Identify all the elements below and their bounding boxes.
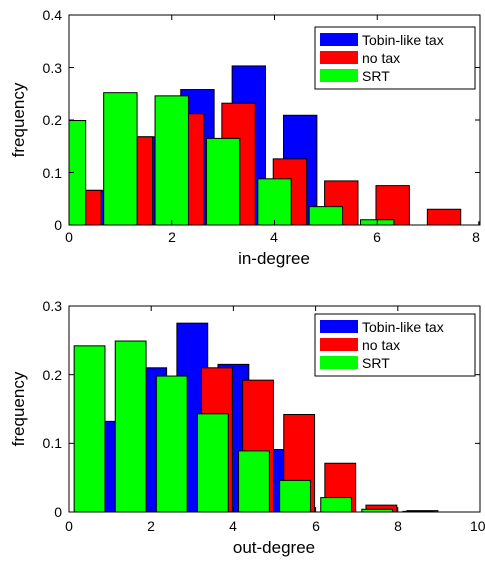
in-degree-bar-srt bbox=[257, 178, 292, 226]
legend-label-tobin: Tobin-like tax bbox=[362, 32, 444, 48]
out-degree-xtick-label: 2 bbox=[147, 518, 155, 534]
in-degree-ytick-label: 0 bbox=[54, 217, 62, 233]
legend-swatch-notax bbox=[320, 338, 358, 351]
out-degree-chart: 0 0.1 0.2 0.3 0 2 4 6 8 10 out-degree fr… bbox=[9, 298, 485, 557]
in-degree-x-axis-label: in-degree bbox=[238, 249, 310, 268]
in-degree-xtick-label: 0 bbox=[65, 229, 73, 245]
legend-swatch-srt bbox=[320, 69, 358, 82]
legend-label-notax: no tax bbox=[362, 337, 400, 353]
in-degree-bar-srt bbox=[103, 92, 138, 226]
out-degree-ytick-label: 0.2 bbox=[43, 367, 63, 383]
out-degree-xtick-label: 10 bbox=[470, 518, 485, 534]
out-degree-ytick-label: 0.3 bbox=[43, 298, 63, 314]
out-degree-plot-frame bbox=[68, 305, 481, 513]
legend-swatch-srt bbox=[320, 356, 358, 369]
legend-label-srt: SRT bbox=[362, 355, 390, 371]
out-degree-xtick-label: 6 bbox=[312, 518, 320, 534]
out-degree-ytick-label: 0 bbox=[54, 504, 62, 520]
in-degree-ytick-label: 0.1 bbox=[43, 165, 63, 181]
in-degree-ytick-label: 0.2 bbox=[43, 112, 63, 128]
in-degree-ticks bbox=[68, 14, 481, 226]
out-degree-xtick-label: 0 bbox=[65, 518, 73, 534]
legend-swatch-notax bbox=[320, 51, 358, 64]
out-degree-y-axis-label: frequency bbox=[9, 371, 28, 446]
legend-swatch-tobin bbox=[320, 33, 358, 46]
out-degree-bars bbox=[73, 322, 439, 513]
out-degree-xtick-label: 4 bbox=[229, 518, 237, 534]
out-degree-bar-srt bbox=[320, 497, 353, 513]
out-degree-bar-srt bbox=[196, 413, 229, 513]
in-degree-xtick-label: 8 bbox=[472, 229, 480, 245]
out-degree-bar-srt bbox=[155, 375, 188, 513]
out-degree-xtick-label: 8 bbox=[394, 518, 402, 534]
out-degree-legend: Tobin-like tax no tax SRT bbox=[314, 313, 476, 377]
legend-label-tobin: Tobin-like tax bbox=[362, 319, 444, 335]
legend-label-notax: no tax bbox=[362, 50, 400, 66]
in-degree-bars bbox=[68, 65, 481, 226]
in-degree-xtick-label: 2 bbox=[168, 229, 176, 245]
legend-label-srt: SRT bbox=[362, 68, 390, 84]
in-degree-ytick-label: 0.4 bbox=[43, 7, 63, 23]
in-degree-chart: 0 0.1 0.2 0.3 0.4 0 2 4 6 8 in-degree fr… bbox=[9, 7, 481, 268]
in-degree-bar-notax bbox=[426, 208, 462, 226]
out-degree-bar-srt bbox=[279, 479, 311, 513]
in-degree-xtick-label: 6 bbox=[373, 229, 381, 245]
out-degree-bar-srt bbox=[238, 450, 270, 513]
out-degree-x-axis-label: out-degree bbox=[233, 538, 315, 557]
out-degree-ytick-label: 0.1 bbox=[43, 435, 63, 451]
in-degree-legend: Tobin-like tax no tax SRT bbox=[314, 26, 476, 90]
in-degree-y-axis-label: frequency bbox=[9, 82, 28, 157]
in-degree-bar-srt bbox=[308, 206, 344, 226]
in-degree-ytick-label: 0.3 bbox=[43, 60, 63, 76]
out-degree-ticks bbox=[68, 305, 481, 513]
in-degree-bar-srt bbox=[154, 95, 189, 226]
legend-swatch-tobin bbox=[320, 320, 358, 333]
in-degree-bar-notax bbox=[375, 185, 410, 226]
in-degree-xtick-label: 4 bbox=[270, 229, 278, 245]
out-degree-bar-srt bbox=[114, 340, 147, 513]
in-degree-bar-srt bbox=[205, 137, 241, 226]
out-degree-bar-srt bbox=[73, 345, 106, 513]
